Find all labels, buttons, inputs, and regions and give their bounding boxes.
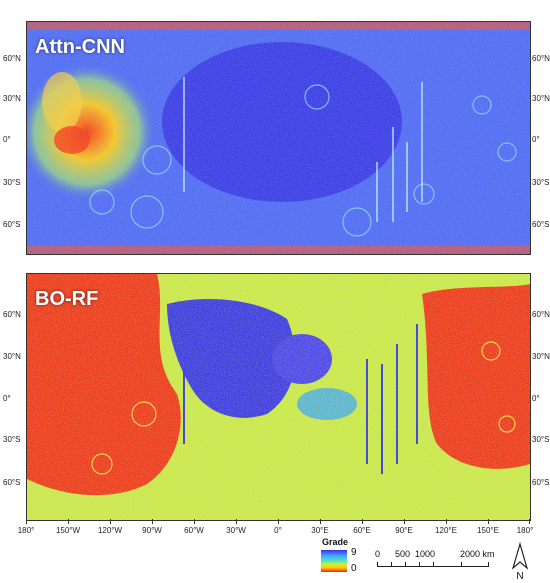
lat-label-bottom-left: 30°S	[3, 435, 21, 444]
lon-tick-mark	[320, 519, 321, 524]
scale-label: 500	[395, 549, 411, 559]
scale-label: 1000	[415, 549, 436, 559]
lon-tick-mark	[68, 519, 69, 524]
panel-title-attn-cnn: Attn-CNN	[35, 36, 125, 58]
lon-label: 60°W	[184, 526, 204, 535]
bo-rf-map-panel: BO-RF	[26, 273, 531, 521]
lon-label: 180°	[516, 526, 534, 535]
lon-tick-mark	[278, 519, 279, 524]
scale-tick	[433, 562, 434, 567]
legend-title: Grade	[322, 537, 349, 547]
scale-bar	[377, 562, 489, 567]
lat-label-top-left: 30°N	[3, 94, 21, 103]
lat-label-top-right: 0°	[532, 135, 540, 144]
lon-tick-mark	[236, 519, 237, 524]
legend-min-label: 0	[351, 563, 357, 574]
attn-cnn-map-panel: Attn-CNN	[26, 21, 531, 255]
lat-label-bottom-left: 60°N	[3, 310, 21, 319]
lon-label: 120°E	[435, 526, 457, 535]
lat-label-bottom-right: 30°N	[532, 352, 550, 361]
lon-tick-mark	[152, 519, 153, 524]
lat-label-bottom-left: 30°N	[3, 352, 21, 361]
lat-label-top-right: 60°N	[532, 54, 550, 63]
north-label: N	[516, 571, 523, 582]
lon-label: 0°	[274, 526, 282, 535]
lon-tick-mark	[404, 519, 405, 524]
lat-label-top-left: 60°S	[3, 220, 21, 229]
lat-label-bottom-left: 0°	[3, 394, 11, 403]
scale-tick	[391, 562, 392, 567]
lat-label-top-right: 30°S	[532, 178, 550, 187]
lon-tick-mark	[26, 519, 27, 524]
legend-max-label: 9	[351, 547, 357, 558]
lon-tick-mark	[529, 519, 530, 524]
lon-label: 180°	[17, 526, 35, 535]
lat-label-bottom-right: 0°	[532, 394, 540, 403]
lat-label-bottom-right: 60°S	[532, 478, 550, 487]
scale-label: 0	[375, 549, 381, 559]
lat-label-bottom-right: 30°S	[532, 435, 550, 444]
lon-tick-mark	[362, 519, 363, 524]
lat-label-top-left: 30°S	[3, 178, 21, 187]
lon-label: 60°E	[353, 526, 371, 535]
lat-label-bottom-right: 60°N	[532, 310, 550, 319]
lon-tick-mark	[110, 519, 111, 524]
lon-label: 30°E	[311, 526, 329, 535]
lon-tick-mark	[488, 519, 489, 524]
lat-label-top-left: 0°	[3, 135, 11, 144]
lon-tick-mark	[194, 519, 195, 524]
lon-label: 150°E	[477, 526, 499, 535]
grade-color-ramp	[321, 550, 347, 572]
lon-label: 120°W	[97, 526, 123, 535]
scale-tick	[488, 562, 489, 567]
lon-tick-mark	[446, 519, 447, 524]
panel-title-bo-rf: BO-RF	[35, 288, 99, 310]
attn-cnn-map	[27, 22, 530, 254]
lon-label: 90°E	[395, 526, 413, 535]
lat-label-top-right: 30°N	[532, 94, 550, 103]
scale-tick	[461, 562, 462, 567]
lon-label: 90°W	[142, 526, 162, 535]
scale-label: 2000 km	[460, 549, 495, 559]
lat-label-bottom-left: 60°S	[3, 478, 21, 487]
bo-rf-map	[27, 274, 530, 520]
lon-label: 150°W	[55, 526, 81, 535]
lat-label-top-right: 60°S	[532, 220, 550, 229]
scale-tick	[377, 562, 378, 567]
scale-tick	[419, 562, 420, 567]
lat-label-top-left: 60°N	[3, 54, 21, 63]
scale-tick	[405, 562, 406, 567]
lon-label: 30°W	[226, 526, 246, 535]
north-arrow-icon: N	[511, 542, 529, 582]
